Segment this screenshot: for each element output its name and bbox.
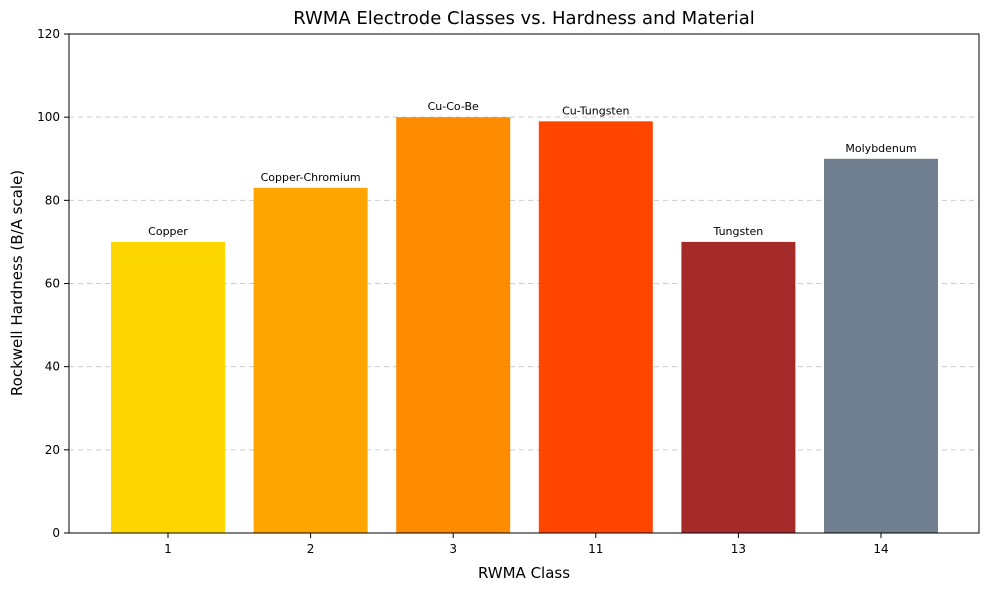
y-tick-label: 100 [37, 110, 60, 124]
bar [681, 241, 796, 533]
y-tick-label: 0 [52, 526, 60, 540]
x-axis-label: RWMA Class [478, 564, 570, 582]
y-tick-label: 20 [45, 443, 60, 457]
x-tick-label: 13 [731, 542, 746, 556]
y-axis-label: Rockwell Hardness (B/A scale) [8, 170, 26, 396]
bar-data-label: Copper [148, 225, 188, 238]
bar [253, 187, 368, 533]
bar-data-label: Copper-Chromium [261, 171, 361, 184]
y-tick-label: 60 [45, 277, 60, 291]
bar-layer [111, 117, 938, 534]
bar-data-label: Cu-Tungsten [562, 104, 629, 117]
y-tick-label: 80 [45, 193, 60, 207]
chart-title: RWMA Electrode Classes vs. Hardness and … [293, 8, 755, 29]
y-tick-label: 40 [45, 360, 60, 374]
bar [396, 117, 511, 534]
bar [111, 241, 225, 533]
x-tick-label: 2 [307, 542, 315, 556]
bar-data-label: Cu-Co-Be [428, 100, 479, 113]
bar [824, 158, 938, 533]
axis-layer: 0 20 40 60 80 100 120 1 2 3 11 13 14 [37, 27, 889, 556]
y-tick-label: 120 [37, 27, 60, 41]
x-tick-label: 14 [873, 542, 888, 556]
bar-label-layer: Copper Copper-Chromium Cu-Co-Be Cu-Tungsten… [148, 100, 916, 238]
x-tick-label: 1 [164, 542, 172, 556]
x-tick-label: 11 [588, 542, 603, 556]
bar-data-label: Tungsten [713, 225, 764, 238]
bar-data-label: Molybdenum [845, 142, 916, 155]
bar [538, 121, 653, 533]
x-tick-label: 3 [449, 542, 457, 556]
